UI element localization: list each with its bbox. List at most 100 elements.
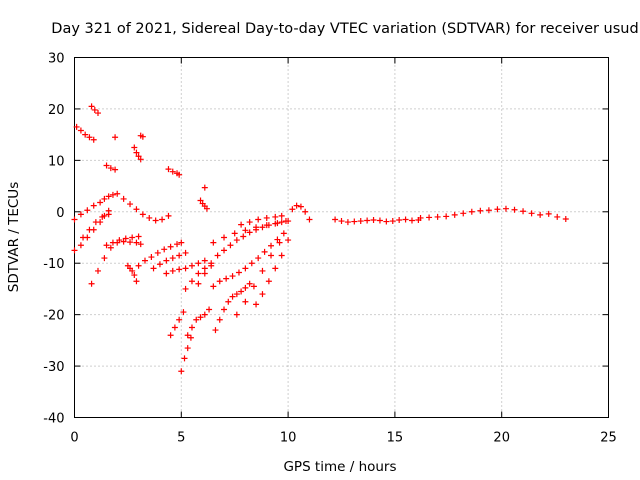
data-point bbox=[259, 291, 266, 298]
x-axis: 0 5 10 15 20 25 bbox=[70, 57, 617, 446]
data-point bbox=[485, 207, 492, 214]
data-point bbox=[159, 216, 166, 223]
data-point bbox=[101, 195, 108, 202]
data-point bbox=[233, 311, 240, 318]
data-point bbox=[545, 210, 552, 217]
data-point bbox=[180, 309, 187, 316]
data-point bbox=[203, 205, 210, 212]
data-point bbox=[246, 229, 253, 236]
data-point bbox=[212, 327, 219, 334]
data-point bbox=[176, 266, 183, 273]
data-point bbox=[182, 285, 189, 292]
data-point bbox=[135, 233, 142, 240]
data-point bbox=[370, 217, 377, 224]
data-point bbox=[133, 239, 140, 246]
data-point bbox=[129, 267, 136, 274]
data-point bbox=[210, 239, 217, 246]
data-point bbox=[223, 275, 230, 282]
x-tick-label: 5 bbox=[177, 431, 185, 446]
data-point bbox=[84, 207, 91, 214]
data-point bbox=[188, 262, 195, 269]
data-point bbox=[107, 165, 114, 172]
grid bbox=[74, 57, 609, 418]
data-point bbox=[242, 227, 249, 234]
data-point bbox=[357, 218, 364, 225]
data-point bbox=[276, 239, 283, 246]
data-point bbox=[253, 224, 260, 231]
data-point bbox=[139, 211, 146, 218]
data-point bbox=[120, 238, 127, 245]
data-point bbox=[240, 233, 247, 240]
data-point bbox=[122, 235, 129, 242]
data-point bbox=[246, 280, 253, 287]
data-point bbox=[225, 298, 232, 305]
data-point bbox=[193, 316, 200, 323]
data-point bbox=[537, 211, 544, 218]
data-point bbox=[146, 214, 153, 221]
data-point bbox=[242, 298, 249, 305]
data-point bbox=[174, 241, 181, 248]
data-point bbox=[259, 267, 266, 274]
data-point bbox=[165, 166, 172, 173]
data-point bbox=[253, 301, 260, 308]
data-point bbox=[103, 242, 110, 249]
data-point bbox=[133, 206, 140, 213]
y-tick-label: -10 bbox=[43, 257, 64, 272]
data-point bbox=[231, 230, 238, 237]
data-point bbox=[71, 216, 78, 223]
y-tick-label: 0 bbox=[56, 206, 64, 221]
data-point bbox=[73, 123, 80, 130]
data-point bbox=[152, 217, 159, 224]
data-point bbox=[165, 212, 172, 219]
data-point bbox=[94, 267, 101, 274]
data-point bbox=[97, 199, 104, 206]
data-point bbox=[502, 205, 509, 212]
data-point bbox=[197, 314, 204, 321]
data-point bbox=[88, 280, 95, 287]
plot-frame bbox=[74, 57, 609, 418]
y-tick-label: -20 bbox=[43, 309, 64, 324]
data-point bbox=[176, 252, 183, 259]
data-point bbox=[274, 220, 281, 227]
chart-title: Day 321 of 2021, Sidereal Day-to-day VTE… bbox=[51, 21, 638, 37]
data-point bbox=[233, 291, 240, 298]
data-point bbox=[227, 242, 234, 249]
data-point bbox=[178, 368, 185, 375]
data-point bbox=[169, 267, 176, 274]
data-point bbox=[150, 265, 157, 272]
data-point bbox=[261, 248, 268, 255]
data-point bbox=[178, 239, 185, 246]
data-point bbox=[105, 193, 112, 200]
data-point bbox=[109, 239, 116, 246]
data-point bbox=[116, 237, 123, 244]
x-tick-label: 25 bbox=[600, 431, 617, 446]
data-point bbox=[229, 273, 236, 280]
data-point bbox=[86, 226, 93, 233]
data-point bbox=[90, 136, 97, 143]
data-point bbox=[554, 213, 561, 220]
data-point bbox=[176, 171, 183, 178]
x-tick-label: 0 bbox=[70, 431, 78, 446]
data-point bbox=[188, 324, 195, 331]
data-point bbox=[229, 293, 236, 300]
data-point bbox=[297, 203, 304, 210]
data-point bbox=[443, 213, 450, 220]
data-point bbox=[135, 153, 142, 160]
data-point bbox=[71, 247, 78, 254]
data-point bbox=[137, 156, 144, 163]
data-point bbox=[250, 283, 257, 290]
data-point bbox=[195, 270, 202, 277]
data-point bbox=[112, 166, 119, 173]
data-point bbox=[182, 265, 189, 272]
data-point bbox=[278, 252, 285, 259]
data-point bbox=[302, 208, 309, 215]
data-point bbox=[188, 278, 195, 285]
data-point bbox=[259, 224, 266, 231]
data-point bbox=[90, 202, 97, 209]
data-point bbox=[285, 237, 292, 244]
y-axis: -40 -30 -20 -10 0 10 20 30 bbox=[43, 52, 609, 427]
data-point bbox=[233, 237, 240, 244]
data-point bbox=[278, 212, 285, 219]
data-point bbox=[94, 110, 101, 117]
